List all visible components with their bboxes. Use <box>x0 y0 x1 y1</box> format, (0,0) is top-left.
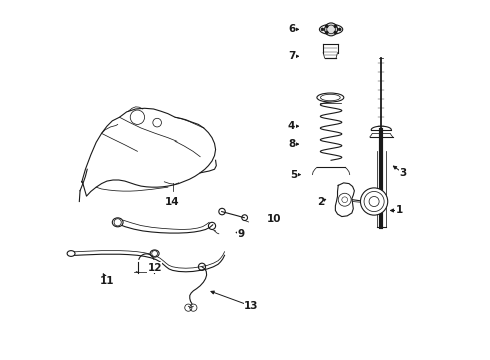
Text: 5: 5 <box>290 170 297 180</box>
Circle shape <box>334 25 337 28</box>
Text: 4: 4 <box>288 121 295 131</box>
Circle shape <box>338 28 341 31</box>
Ellipse shape <box>317 93 344 102</box>
Text: 7: 7 <box>288 51 295 61</box>
Circle shape <box>324 23 338 36</box>
Text: 1: 1 <box>395 206 403 216</box>
Circle shape <box>334 31 337 34</box>
Text: 14: 14 <box>165 197 180 207</box>
Text: 2: 2 <box>317 197 324 207</box>
Ellipse shape <box>112 218 123 227</box>
Text: 9: 9 <box>238 229 245 239</box>
Ellipse shape <box>319 24 343 35</box>
Text: 8: 8 <box>288 139 295 149</box>
Text: 6: 6 <box>288 24 295 35</box>
Circle shape <box>325 31 328 34</box>
Text: 12: 12 <box>147 263 162 273</box>
Ellipse shape <box>67 251 75 256</box>
Ellipse shape <box>150 250 159 257</box>
Circle shape <box>361 188 388 215</box>
Text: 11: 11 <box>99 276 114 286</box>
Text: 13: 13 <box>244 301 259 311</box>
Text: 10: 10 <box>267 215 281 224</box>
Circle shape <box>325 25 328 28</box>
Circle shape <box>321 28 324 31</box>
Text: 3: 3 <box>399 168 406 178</box>
